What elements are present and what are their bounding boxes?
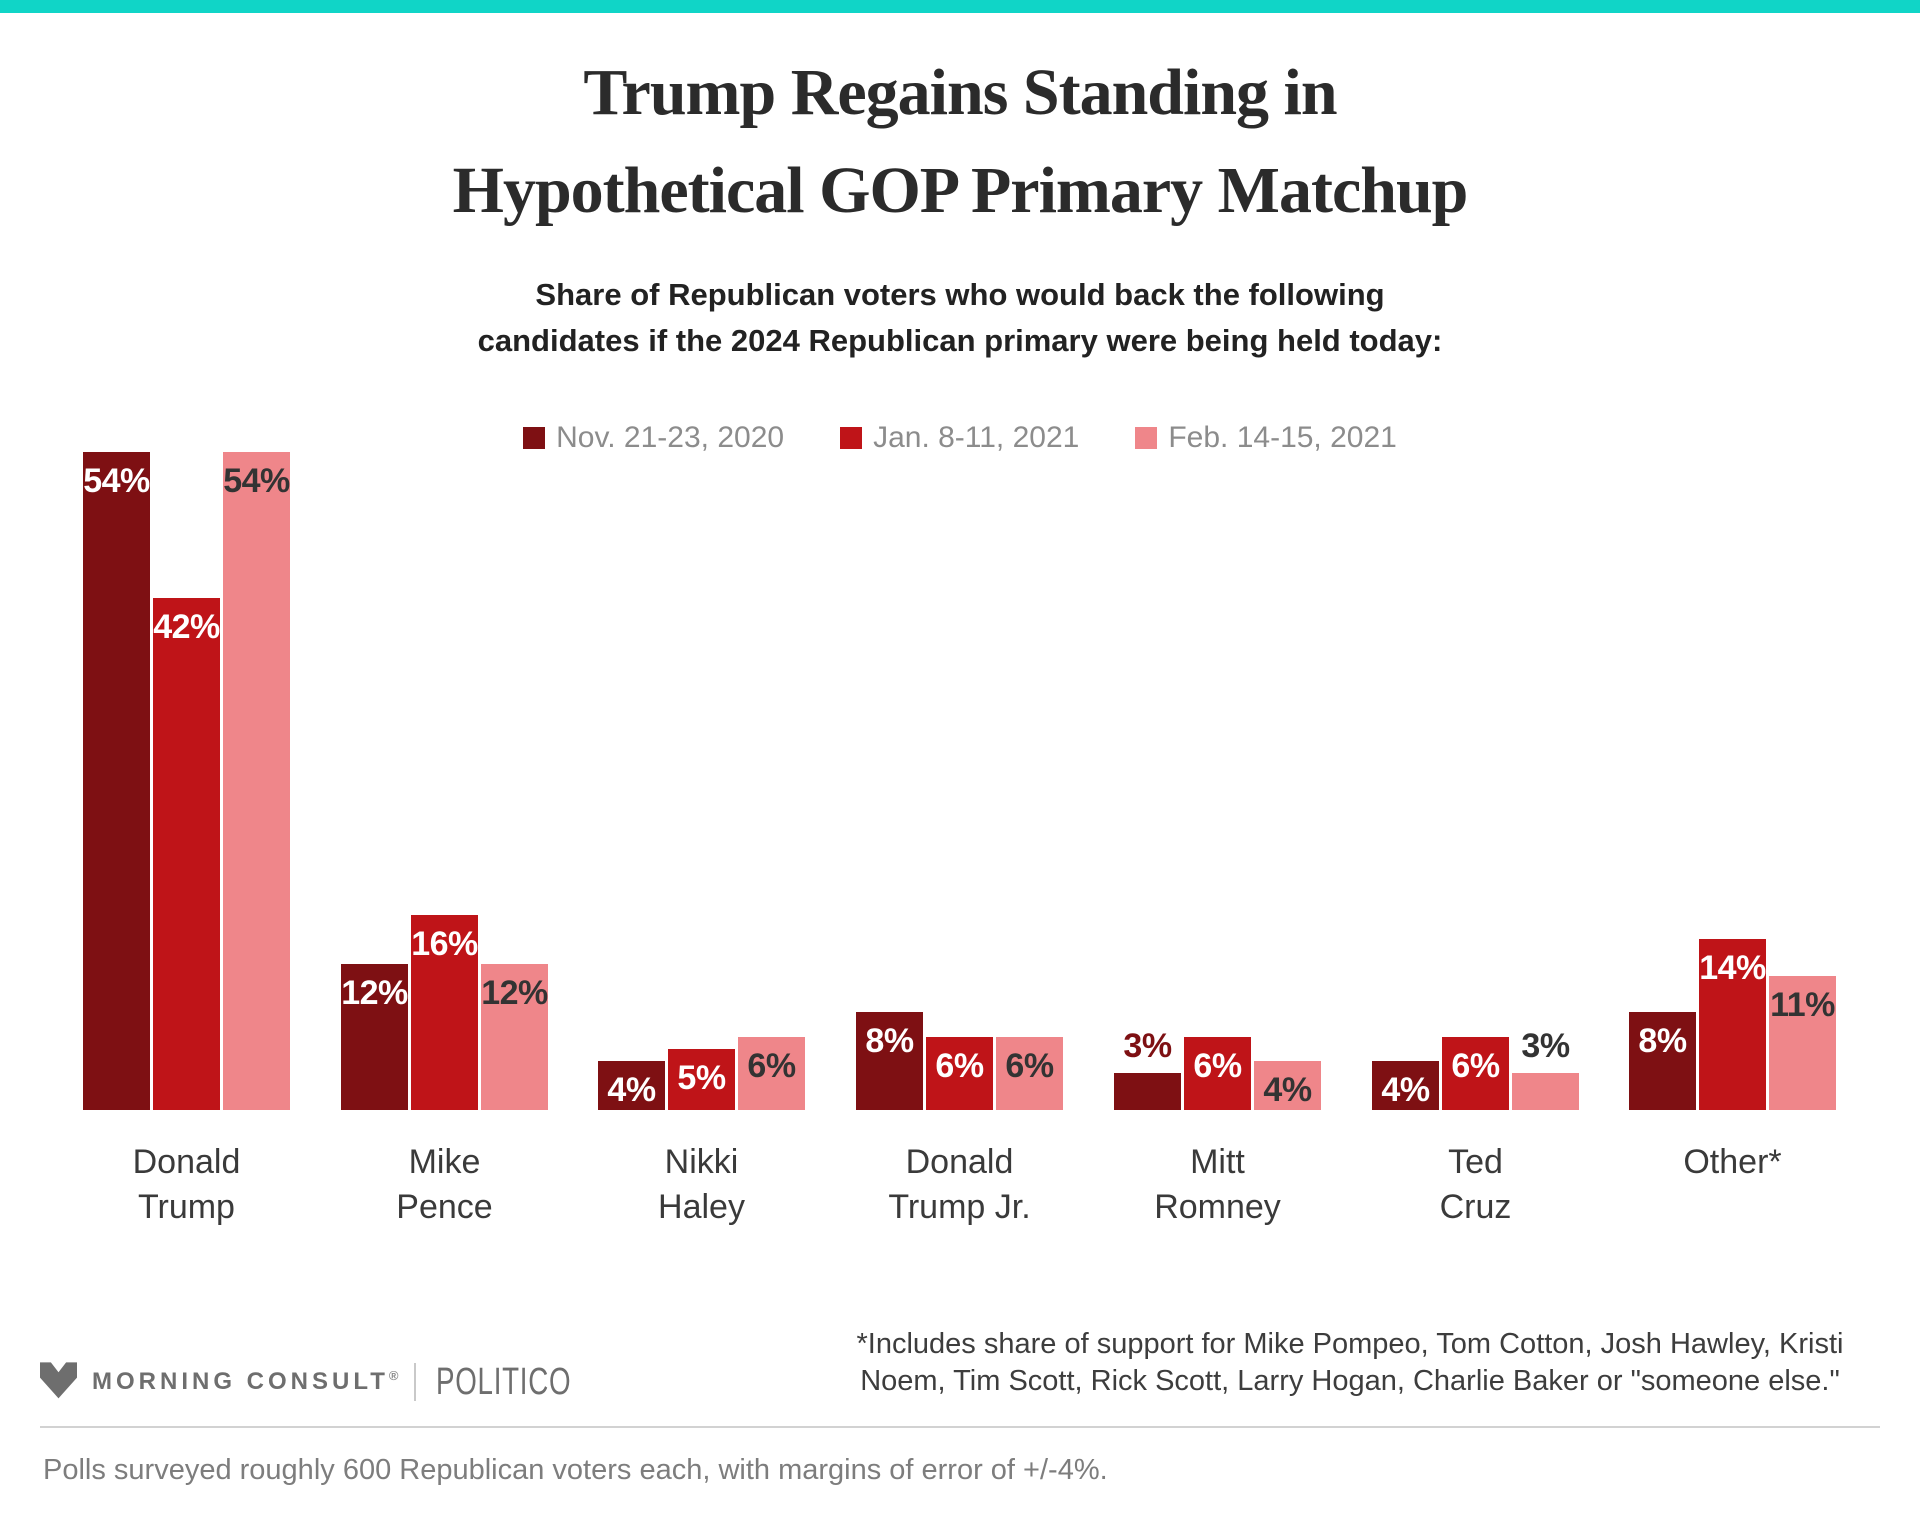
page-title: Trump Regains Standing in Hypothetical G… bbox=[0, 44, 1920, 240]
bar-value-label: 3% bbox=[1521, 1027, 1570, 1065]
bar-value-label: 54% bbox=[83, 462, 150, 500]
bar-value-label: 8% bbox=[1638, 1022, 1687, 1060]
bar: 6% bbox=[996, 1037, 1063, 1110]
bar: 4% bbox=[1254, 1061, 1321, 1110]
chart-footnote-line1: *Includes share of support for Mike Pomp… bbox=[856, 1328, 1844, 1360]
bar: 12% bbox=[341, 964, 408, 1110]
bar-value-label: 6% bbox=[1451, 1047, 1500, 1085]
bar: 4% bbox=[598, 1061, 665, 1110]
bar-value-label: 4% bbox=[1263, 1071, 1312, 1109]
methodology-note: Polls surveyed roughly 600 Republican vo… bbox=[43, 1454, 1108, 1486]
bar: 11% bbox=[1769, 976, 1836, 1110]
category-label: Mike Pence bbox=[396, 1143, 493, 1226]
brand-lockup: MORNING CONSULT® POLITICO bbox=[40, 1358, 622, 1406]
bar: 6% bbox=[1184, 1037, 1251, 1110]
bar: 6% bbox=[738, 1037, 805, 1110]
category-label: Mitt Romney bbox=[1154, 1143, 1281, 1226]
bar-value-label: 3% bbox=[1123, 1027, 1172, 1065]
footer-divider-line bbox=[40, 1426, 1880, 1428]
chart-legend: Nov. 21-23, 2020 Jan. 8-11, 2021 Feb. 14-1… bbox=[0, 420, 1920, 456]
bar-value-label: 6% bbox=[935, 1047, 984, 1085]
chart-subtitle-line2: candidates if the 2024 Republican primar… bbox=[477, 323, 1443, 358]
registered-trademark-symbol: ® bbox=[388, 1368, 399, 1383]
legend-swatch bbox=[523, 427, 546, 449]
chart-subtitle-line1: Share of Republican voters who would bac… bbox=[535, 277, 1385, 312]
bar: 5% bbox=[668, 1049, 735, 1110]
page-title-line1: Trump Regains Standing in bbox=[583, 56, 1337, 129]
bar-value-label: 5% bbox=[677, 1059, 726, 1097]
bar-value-label: 54% bbox=[223, 462, 290, 500]
legend-swatch bbox=[1135, 427, 1158, 449]
bar: 4% bbox=[1372, 1061, 1439, 1110]
bar-value-label: 16% bbox=[411, 925, 478, 963]
bar: 8% bbox=[856, 1012, 923, 1110]
bar: 8% bbox=[1629, 1012, 1696, 1110]
legend-item: Nov. 21-23, 2020 bbox=[523, 423, 784, 453]
bar bbox=[1512, 1073, 1579, 1110]
category-label: Donald Trump bbox=[132, 1143, 241, 1226]
legend-swatch bbox=[840, 427, 863, 449]
bar-value-label: 6% bbox=[1005, 1047, 1054, 1085]
legend-item: Jan. 8-11, 2021 bbox=[840, 423, 1079, 453]
politico-wordmark: POLITICO bbox=[436, 1360, 572, 1403]
legend-label: Jan. 8-11, 2021 bbox=[873, 421, 1080, 454]
category-label: Ted Cruz bbox=[1439, 1143, 1512, 1226]
bar bbox=[1114, 1073, 1181, 1110]
bar-value-label: 42% bbox=[153, 608, 220, 646]
brand-divider bbox=[414, 1363, 417, 1401]
legend-item: Feb. 14-15, 2021 bbox=[1135, 423, 1397, 453]
bar-value-label: 4% bbox=[607, 1071, 656, 1109]
legend-label: Nov. 21-23, 2020 bbox=[556, 421, 785, 454]
top-accent-bar bbox=[0, 0, 1920, 13]
bar-value-label: 6% bbox=[1193, 1047, 1242, 1085]
category-label: Nikki Haley bbox=[658, 1143, 745, 1226]
morning-consult-logo-icon bbox=[40, 1362, 77, 1399]
bar-value-label: 8% bbox=[865, 1022, 914, 1060]
bar: 14% bbox=[1699, 939, 1766, 1110]
bar: 42% bbox=[153, 598, 220, 1110]
bar-value-label: 12% bbox=[481, 974, 548, 1012]
bar-value-label: 4% bbox=[1381, 1071, 1430, 1109]
bar: 16% bbox=[411, 915, 478, 1110]
bar-value-label: 6% bbox=[747, 1047, 796, 1085]
bar: 54% bbox=[83, 452, 150, 1110]
chart-subtitle: Share of Republican voters who would bac… bbox=[0, 272, 1920, 364]
bar-value-label: 11% bbox=[1770, 986, 1835, 1024]
category-label: Donald Trump Jr. bbox=[888, 1143, 1031, 1226]
bar: 6% bbox=[926, 1037, 993, 1110]
chart-footnote-line2: Noem, Tim Scott, Rick Scott, Larry Hogan… bbox=[860, 1365, 1840, 1397]
category-label: Other* bbox=[1683, 1143, 1782, 1181]
bar-value-label: 14% bbox=[1699, 949, 1766, 987]
bar: 54% bbox=[223, 452, 290, 1110]
bar: 6% bbox=[1442, 1037, 1509, 1110]
bar-value-label: 12% bbox=[341, 974, 408, 1012]
page-title-line2: Hypothetical GOP Primary Matchup bbox=[452, 154, 1469, 227]
legend-label: Feb. 14-15, 2021 bbox=[1168, 421, 1397, 454]
chart-footnote: *Includes share of support for Mike Pomp… bbox=[820, 1326, 1880, 1400]
morning-consult-wordmark: MORNING CONSULT® bbox=[92, 1368, 399, 1395]
bar: 12% bbox=[481, 964, 548, 1110]
